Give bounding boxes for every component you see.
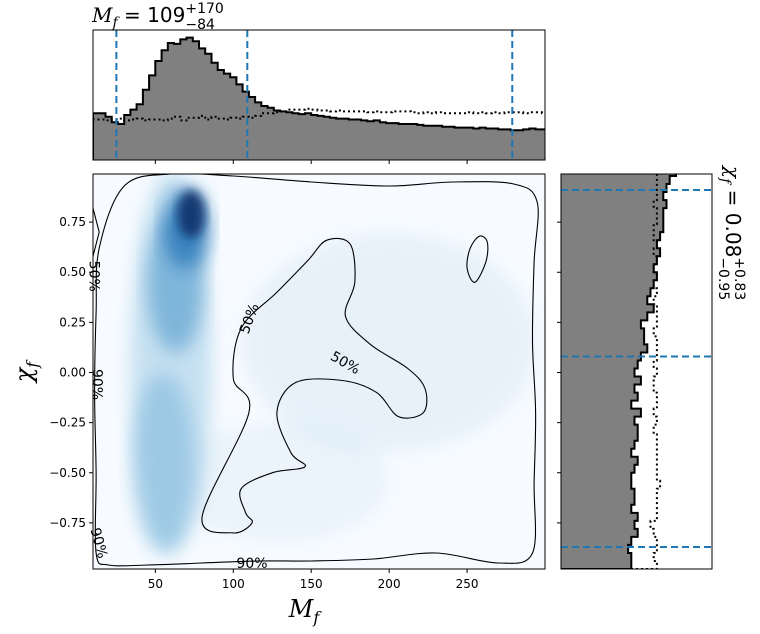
top-panel-frame [92, 29, 546, 161]
mf-marginal-histogram [92, 29, 546, 164]
mf-title-upper: +170 [185, 1, 223, 17]
x-tick-label-3: 200 [378, 577, 401, 591]
main-panel-frame [92, 173, 546, 570]
chi-title-sub: f [717, 177, 733, 186]
y-tick-label-3: 0.00 [59, 366, 86, 380]
x-axis-label: Mf [288, 595, 323, 627]
chi-title-value: 0.08 [721, 213, 745, 258]
joint-density-panel: 50%50%50%90%90%90% 50 100 150 200 2500.750.5… [49, 173, 546, 591]
heat-blob-1 [131, 372, 195, 553]
chi-marginal-histogram [557, 173, 713, 570]
mf-posterior-fill [93, 37, 545, 160]
heat-blob-6 [170, 422, 390, 543]
credible-contours [93, 174, 539, 567]
contour-50-edge [93, 207, 100, 257]
y-tick-label-5: −0.50 [49, 466, 86, 480]
contour-label-4: 90% [89, 369, 105, 400]
right-panel-frame [560, 173, 713, 570]
mf-title-value: 109 [147, 3, 185, 27]
y-axis-label: χf [10, 359, 42, 385]
mf-title: Mf = 109+170 −84 [91, 1, 224, 33]
mf-posterior-outline [93, 36, 545, 160]
heat-blob-4 [177, 190, 206, 239]
chi-posterior-outline [561, 174, 677, 569]
x-tick-label-4: 250 [456, 577, 479, 591]
contour-label-3: 90% [236, 556, 267, 572]
chi-title-lower: −0.95 [715, 257, 731, 300]
mf-title-symbol: M [91, 3, 113, 27]
contour-90 [94, 174, 539, 567]
y-tick-label-6: −0.75 [49, 516, 86, 530]
x-tick-label-0: 50 [148, 577, 163, 591]
x-tick-label-2: 150 [300, 577, 323, 591]
contour-50-island [466, 235, 489, 283]
chi-title-symbol: χ [721, 164, 745, 180]
mf-title-lower: −84 [185, 17, 215, 33]
mf-prior-outline [93, 107, 545, 160]
chi-prior-outline [561, 174, 662, 569]
y-tick-label-2: 0.25 [59, 315, 86, 329]
contour-label-2: 50% [86, 261, 102, 292]
chi-posterior-fill [561, 174, 676, 569]
y-tick-label-0: 0.75 [59, 215, 86, 229]
chi-title: χf = 0.08+0.83−0.95 [715, 164, 747, 300]
contour-50-main [201, 237, 428, 534]
chi-title-upper: +0.83 [731, 257, 747, 300]
contour-label-5: 90% [87, 526, 111, 560]
density-heatmap [130, 174, 538, 553]
heat-blob-5 [241, 232, 538, 453]
x-tick-label-1: 100 [222, 577, 245, 591]
y-tick-label-4: −0.25 [49, 416, 86, 430]
mf-title-sub: f [111, 15, 120, 31]
y-tick-label-1: 0.50 [59, 265, 86, 279]
